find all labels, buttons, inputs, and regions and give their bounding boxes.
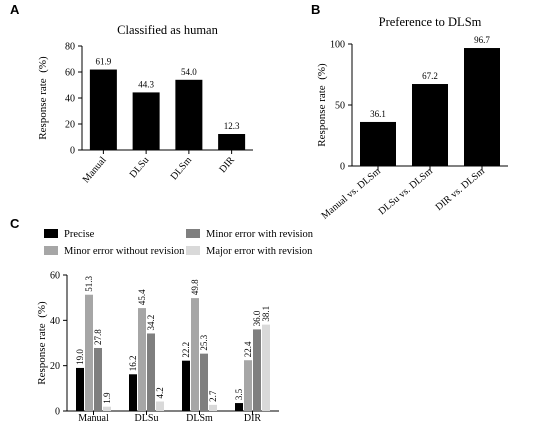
bar — [147, 333, 155, 411]
bar — [464, 48, 500, 166]
bar — [182, 360, 190, 411]
data-label: 22.4 — [243, 341, 253, 357]
data-label: 38.1 — [261, 306, 271, 322]
legend-item: Minor error with revision — [186, 229, 314, 240]
legend-swatch — [186, 246, 200, 255]
data-label: 34.2 — [146, 315, 156, 331]
bar — [89, 69, 117, 150]
bar — [209, 404, 217, 411]
data-label: 3.5 — [234, 388, 244, 400]
x-tick-label: Manual vs. DLSm — [319, 166, 383, 222]
bar — [412, 84, 448, 166]
data-label: 2.7 — [208, 390, 218, 402]
legend-swatch — [186, 229, 200, 238]
panel-letter: B — [311, 2, 320, 17]
x-tick-label: Manual — [81, 155, 109, 186]
legend: Precise Minor error without revision Minor… — [44, 229, 314, 257]
bar — [191, 298, 199, 411]
data-label: 36.1 — [370, 109, 386, 119]
y-tick-label: 60 — [50, 271, 60, 282]
data-label: 1.9 — [102, 392, 112, 404]
data-label: 19.0 — [75, 349, 85, 365]
bar — [129, 374, 137, 411]
bar — [156, 401, 164, 411]
legend-item: Precise — [44, 229, 95, 240]
data-label: 12.3 — [224, 121, 240, 131]
y-tick-label: 40 — [50, 316, 60, 327]
legend-item: Minor error without revision — [44, 246, 185, 257]
panel-c: C 0 20 40 60 Response rate (%) Manual 19.0 51.3 2… — [10, 216, 279, 424]
x-tick-label: DIR vs. DLSm — [434, 166, 487, 213]
x-tick-label: DLSu — [135, 413, 159, 424]
y-tick-label: 50 — [335, 101, 345, 112]
y-tick-label: 0 — [340, 162, 345, 173]
bar — [132, 92, 160, 150]
data-label: 61.9 — [96, 57, 112, 67]
data-label: 54.0 — [181, 67, 197, 77]
bar — [85, 294, 93, 411]
legend-label: Minor error with revision — [206, 229, 314, 240]
panel-b: B Preference to DLSm 0 50 100 Response rate (… — [311, 2, 508, 222]
legend-swatch — [44, 246, 58, 255]
data-label: 44.3 — [138, 79, 154, 89]
bar — [360, 121, 396, 166]
panel-letter: C — [10, 216, 20, 231]
data-label: 51.3 — [84, 275, 94, 291]
y-axis-label: Response rate (%) — [37, 56, 49, 140]
y-tick-label: 60 — [65, 68, 75, 79]
bar — [235, 403, 243, 411]
bar — [94, 347, 102, 411]
data-label: 4.2 — [155, 387, 165, 398]
legend-label: Minor error without revision — [64, 246, 185, 257]
chart-title: Preference to DLSm — [379, 15, 482, 29]
x-tick-label: DLSu vs. DLSm — [377, 166, 436, 218]
y-tick-label: 100 — [330, 40, 345, 51]
y-axis-label: Response rate (%) — [316, 63, 328, 147]
data-label: 27.8 — [93, 329, 103, 345]
legend-item: Major error with revision — [186, 246, 313, 257]
bar — [244, 360, 252, 411]
chart-title: Classified as human — [117, 23, 218, 37]
x-tick-label: Manual — [78, 413, 109, 424]
y-tick-label: 20 — [65, 120, 75, 131]
data-label: 45.4 — [137, 289, 147, 305]
x-tick-label: DIR — [217, 155, 237, 176]
legend-swatch — [44, 229, 58, 238]
data-label: 36.0 — [252, 310, 262, 326]
x-tick-label: DIR — [244, 413, 262, 424]
y-tick-label: 20 — [50, 361, 60, 372]
y-tick-label: 80 — [65, 42, 75, 53]
data-label: 16.2 — [128, 356, 138, 372]
panel-letter: A — [10, 2, 20, 17]
y-tick-label: 0 — [55, 407, 60, 418]
legend-label: Precise — [64, 229, 95, 240]
bar — [200, 353, 208, 411]
data-label: 25.3 — [199, 334, 209, 350]
bar — [175, 79, 203, 150]
x-tick-label: DLSu — [128, 155, 152, 180]
data-label: 67.2 — [422, 71, 438, 81]
y-tick-label: 0 — [70, 146, 75, 157]
legend-label: Major error with revision — [206, 246, 313, 257]
data-label: 96.7 — [474, 35, 490, 45]
data-label: 22.2 — [181, 342, 191, 358]
x-tick-label: DLSm — [186, 413, 213, 424]
bar — [103, 406, 111, 411]
panel-a: A Classified as human 0 20 40 60 80 Response ra… — [10, 2, 253, 185]
x-tick-label: DLSm — [169, 155, 195, 183]
y-axis-label: Response rate (%) — [36, 301, 48, 385]
data-label: 49.8 — [190, 279, 200, 295]
bar — [76, 367, 84, 411]
bar — [138, 308, 146, 411]
bar — [253, 329, 261, 411]
bar — [262, 324, 270, 411]
y-tick-label: 40 — [65, 94, 75, 105]
bar — [218, 134, 246, 150]
